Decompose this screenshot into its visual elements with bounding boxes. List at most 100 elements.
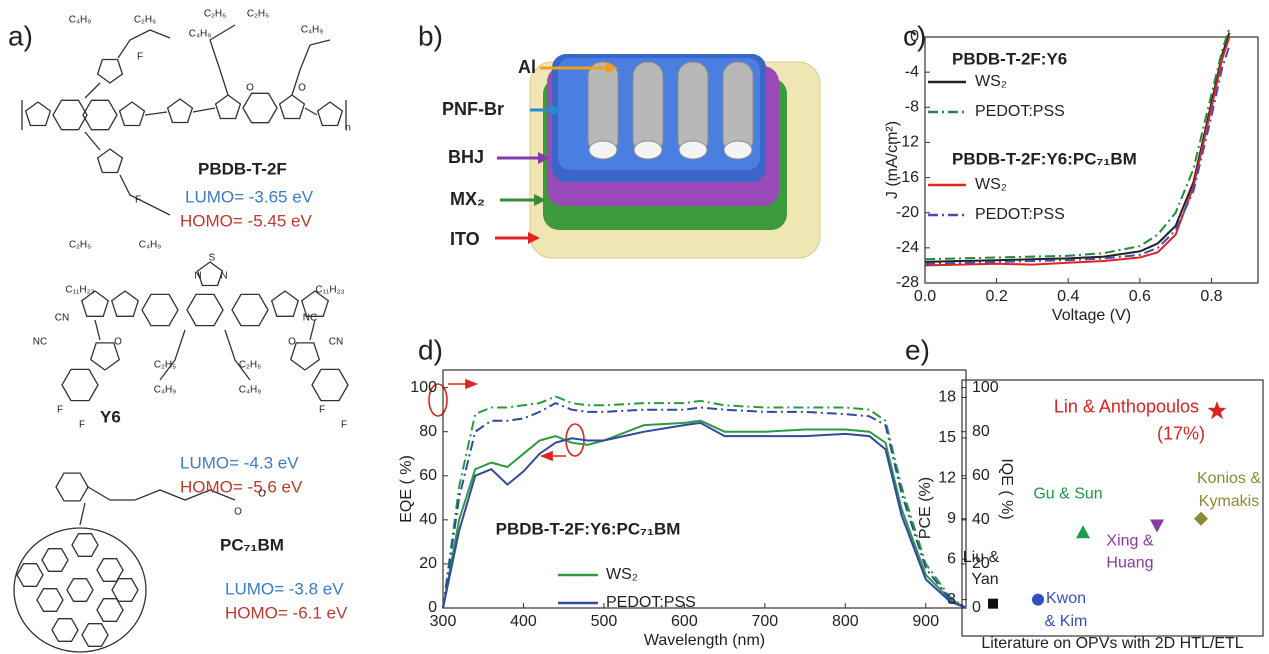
- atom-label: F: [341, 420, 347, 431]
- y-tick-label: 18: [938, 389, 956, 406]
- atom-label: n: [345, 123, 351, 134]
- ring: [96, 58, 124, 84]
- y2-tick-label: 20: [972, 555, 990, 572]
- y-tick-label: 3: [947, 591, 956, 608]
- atom-label: C₄H₉: [69, 15, 92, 26]
- ring: [289, 342, 321, 371]
- ring: [82, 99, 118, 131]
- point-annotation: (17%): [1157, 424, 1205, 444]
- x-axis-label: Voltage (V): [1052, 307, 1131, 324]
- panel-label: d): [418, 334, 443, 365]
- ring: [231, 293, 269, 327]
- x-tick-label: 0.0: [914, 288, 936, 305]
- legend-label: WS₂: [975, 73, 1007, 90]
- ring: [118, 101, 146, 127]
- y-axis-label: PCE (%): [917, 477, 934, 539]
- ring: [278, 94, 306, 120]
- atom-label: CN: [55, 313, 69, 324]
- y-tick-label: 100: [410, 379, 437, 396]
- ring: [51, 618, 79, 642]
- bond: [209, 24, 236, 96]
- atom-label: C₄H₉: [239, 385, 262, 396]
- ring: [141, 293, 179, 327]
- y2-tick-label: 80: [972, 423, 990, 440]
- point-label: Lin & Anthopoulos: [1054, 397, 1199, 417]
- point-label: Xing &: [1106, 533, 1153, 550]
- homo-level: HOMO= -5.6 eV: [180, 477, 303, 496]
- atom-label: C₂H₅: [69, 240, 91, 251]
- point: [1076, 525, 1090, 539]
- x-tick-label: 0.8: [1200, 288, 1222, 305]
- ring: [111, 578, 139, 602]
- atom-label: C₂H₅: [239, 360, 261, 371]
- atom-label: O: [298, 83, 306, 94]
- point-label: Yan: [971, 571, 998, 588]
- atom-label: O: [114, 337, 122, 348]
- lumo-level: LUMO= -3.65 eV: [185, 187, 314, 206]
- lumo-level: LUMO= -3.8 eV: [225, 579, 344, 598]
- bond: [87, 486, 236, 501]
- bond: [304, 107, 318, 116]
- atom-label: CN: [329, 337, 343, 348]
- x-axis-label: Literature on OPVs with 2D HTL/ETL: [981, 635, 1243, 652]
- atom-label: C₂H₅: [204, 9, 226, 20]
- ring: [41, 548, 69, 572]
- atom-label: O: [246, 83, 254, 94]
- layer-label: MX₂: [450, 189, 485, 209]
- point: [1207, 401, 1227, 420]
- atom-label: C₁₁H₂₃: [315, 285, 344, 296]
- atom-label: O: [258, 489, 266, 500]
- homo-level: HOMO= -5.45 eV: [180, 211, 312, 230]
- layer-label: BHJ: [448, 147, 484, 167]
- ring: [89, 342, 121, 371]
- point-label: Konios &: [1197, 470, 1261, 487]
- atom-label: NC: [303, 313, 317, 324]
- ring: [96, 598, 124, 622]
- x-tick-label: 600: [671, 613, 698, 630]
- bond: [79, 502, 86, 526]
- y-tick-label: 0: [910, 28, 919, 45]
- panel-label: a): [8, 20, 33, 51]
- series-line: [924, 27, 1231, 261]
- ring: [36, 588, 64, 612]
- layer-label: ITO: [450, 229, 480, 249]
- y-tick-label: 0: [428, 599, 437, 616]
- molecules: [13, 24, 349, 653]
- x-tick-label: 800: [832, 613, 859, 630]
- bond: [291, 39, 331, 96]
- x-tick-label: 0.4: [1057, 288, 1079, 305]
- y-tick-label: -20: [896, 204, 919, 221]
- atom-label: S: [209, 253, 216, 264]
- atom-label: C₄H₉: [139, 240, 162, 251]
- ring: [110, 290, 140, 317]
- y-tick-label: 9: [947, 510, 956, 527]
- atom-label: C₁₁H₂₃: [65, 285, 94, 296]
- y-axis-label: J (mA/cm²): [884, 121, 901, 199]
- series-line: [924, 45, 1231, 265]
- point-label: Kymakis: [1199, 493, 1259, 510]
- atom-label: C₂H₅: [247, 9, 269, 20]
- atom-label: N: [194, 271, 201, 282]
- point: [1194, 511, 1208, 526]
- ring: [166, 98, 194, 124]
- series-line: [442, 401, 967, 609]
- ring: [186, 293, 224, 327]
- point: [1032, 593, 1044, 606]
- ring: [311, 368, 349, 402]
- bond: [192, 107, 216, 113]
- point-label: & Kim: [1045, 613, 1088, 630]
- x-tick-label: 500: [591, 613, 618, 630]
- molecule-name: PC₇₁BM: [220, 535, 284, 554]
- y2-axis-label: IQE ( %): [998, 458, 1015, 519]
- atom-label: F: [57, 405, 63, 416]
- layer-label: Al: [518, 57, 536, 77]
- ring: [316, 101, 344, 127]
- y-tick-label: 40: [419, 511, 437, 528]
- series-line: [924, 36, 1231, 267]
- homo-level: HOMO= -6.1 eV: [225, 603, 348, 622]
- bond: [224, 329, 251, 381]
- y-tick-label: -28: [896, 274, 919, 291]
- ring: [55, 472, 89, 502]
- ring: [214, 94, 242, 120]
